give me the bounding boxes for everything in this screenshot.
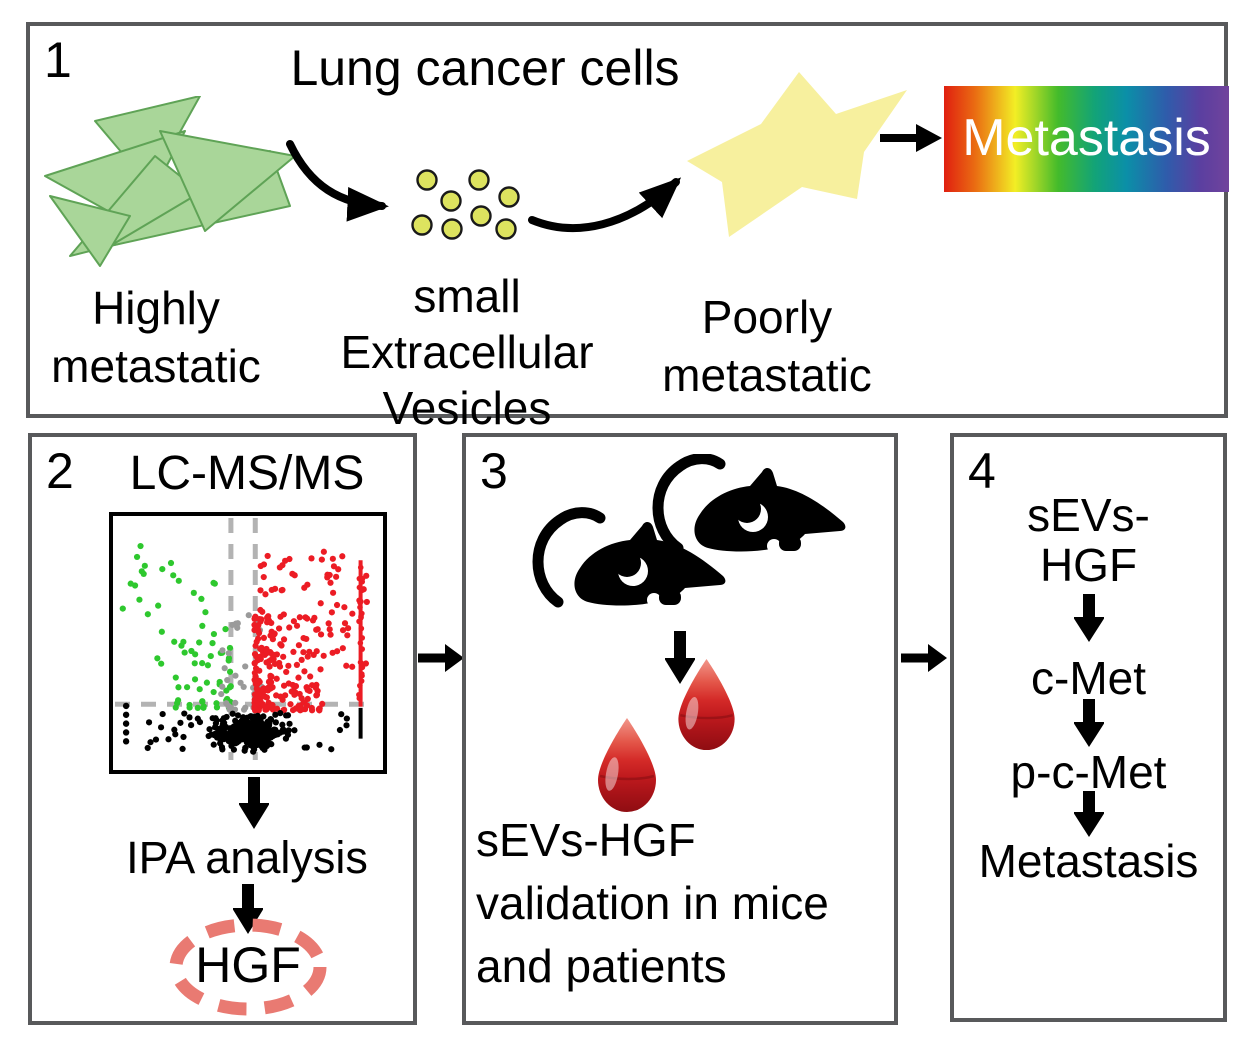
- highly-metastatic-label: Highly metastatic: [51, 282, 261, 392]
- mice-icon: [532, 454, 856, 626]
- panel-2-lcmsms: 2 LC-MS/MS IPA analysis HGF: [28, 433, 417, 1025]
- curved-arrow-vesicles-to-star-icon: [528, 177, 682, 233]
- hgf-dashed-ring: [169, 918, 327, 1016]
- vesicles-icon: [411, 169, 520, 240]
- ipa-analysis-label: IPA analysis: [126, 832, 368, 883]
- pathway-step-hgf-label: HGF: [1039, 539, 1138, 591]
- blood-drop-small-icon: [598, 718, 656, 812]
- pathway-step-pcmet-label: p-c-Met: [1010, 746, 1167, 798]
- hgf-label: HGF: [195, 937, 301, 993]
- panel-1-title: Lung cancer cells: [290, 40, 680, 96]
- panel-1-lung-cancer-cells: 1 Lung cancer cells: [26, 22, 1229, 434]
- star-cell-icon: [687, 72, 907, 237]
- panel-3-caption: sEVs-HGF validation in mice and patients: [476, 814, 829, 992]
- down-arrow-mice-to-blood-icon: [665, 631, 695, 684]
- panel-3-number: 3: [480, 443, 508, 499]
- down-arrow-cmet-to-pcmet-icon: [1074, 699, 1104, 747]
- pathway-step-metastasis-label: Metastasis: [978, 835, 1199, 887]
- volcano-plot-canvas: [115, 518, 373, 760]
- curved-arrow-cell-to-vesicles-icon: [286, 140, 389, 222]
- flow-arrow-panel2-to-panel3-icon: [418, 644, 464, 672]
- panel-1-number: 1: [44, 32, 72, 88]
- metastasis-banner: Metastasis: [944, 86, 1229, 192]
- down-arrow-plot-to-ipa-icon: [239, 777, 269, 829]
- blood-drop-large-icon: [678, 658, 735, 751]
- flow-arrow-panel3-to-panel4-icon: [901, 644, 947, 672]
- panel-2-number: 2: [46, 443, 74, 499]
- poorly-metastatic-label: Poorly metastatic: [662, 291, 872, 401]
- arrow-star-to-metastasis-icon: [880, 124, 942, 152]
- small-ev-label: small Extracellular Vesicles: [340, 270, 594, 434]
- panel-2-title: LC-MS/MS: [129, 447, 365, 500]
- volcano-plot: [109, 512, 387, 774]
- down-arrow-hgf-to-cmet-icon: [1074, 594, 1104, 642]
- panel-4-number: 4: [968, 443, 996, 499]
- pathway-step-cmet-label: c-Met: [1031, 652, 1146, 704]
- cancer-cell-icon: [44, 96, 296, 267]
- pathway-step-sevs-label: sEVs-: [1027, 489, 1150, 541]
- down-arrow-pcmet-to-metastasis-icon: [1074, 791, 1104, 837]
- metastasis-banner-label: Metastasis: [962, 109, 1211, 167]
- panel-4-pathway: 4 sEVs- HGF c-Met p-c-Met Metastasis: [950, 433, 1227, 1022]
- panel-3-validation: 3: [462, 433, 898, 1025]
